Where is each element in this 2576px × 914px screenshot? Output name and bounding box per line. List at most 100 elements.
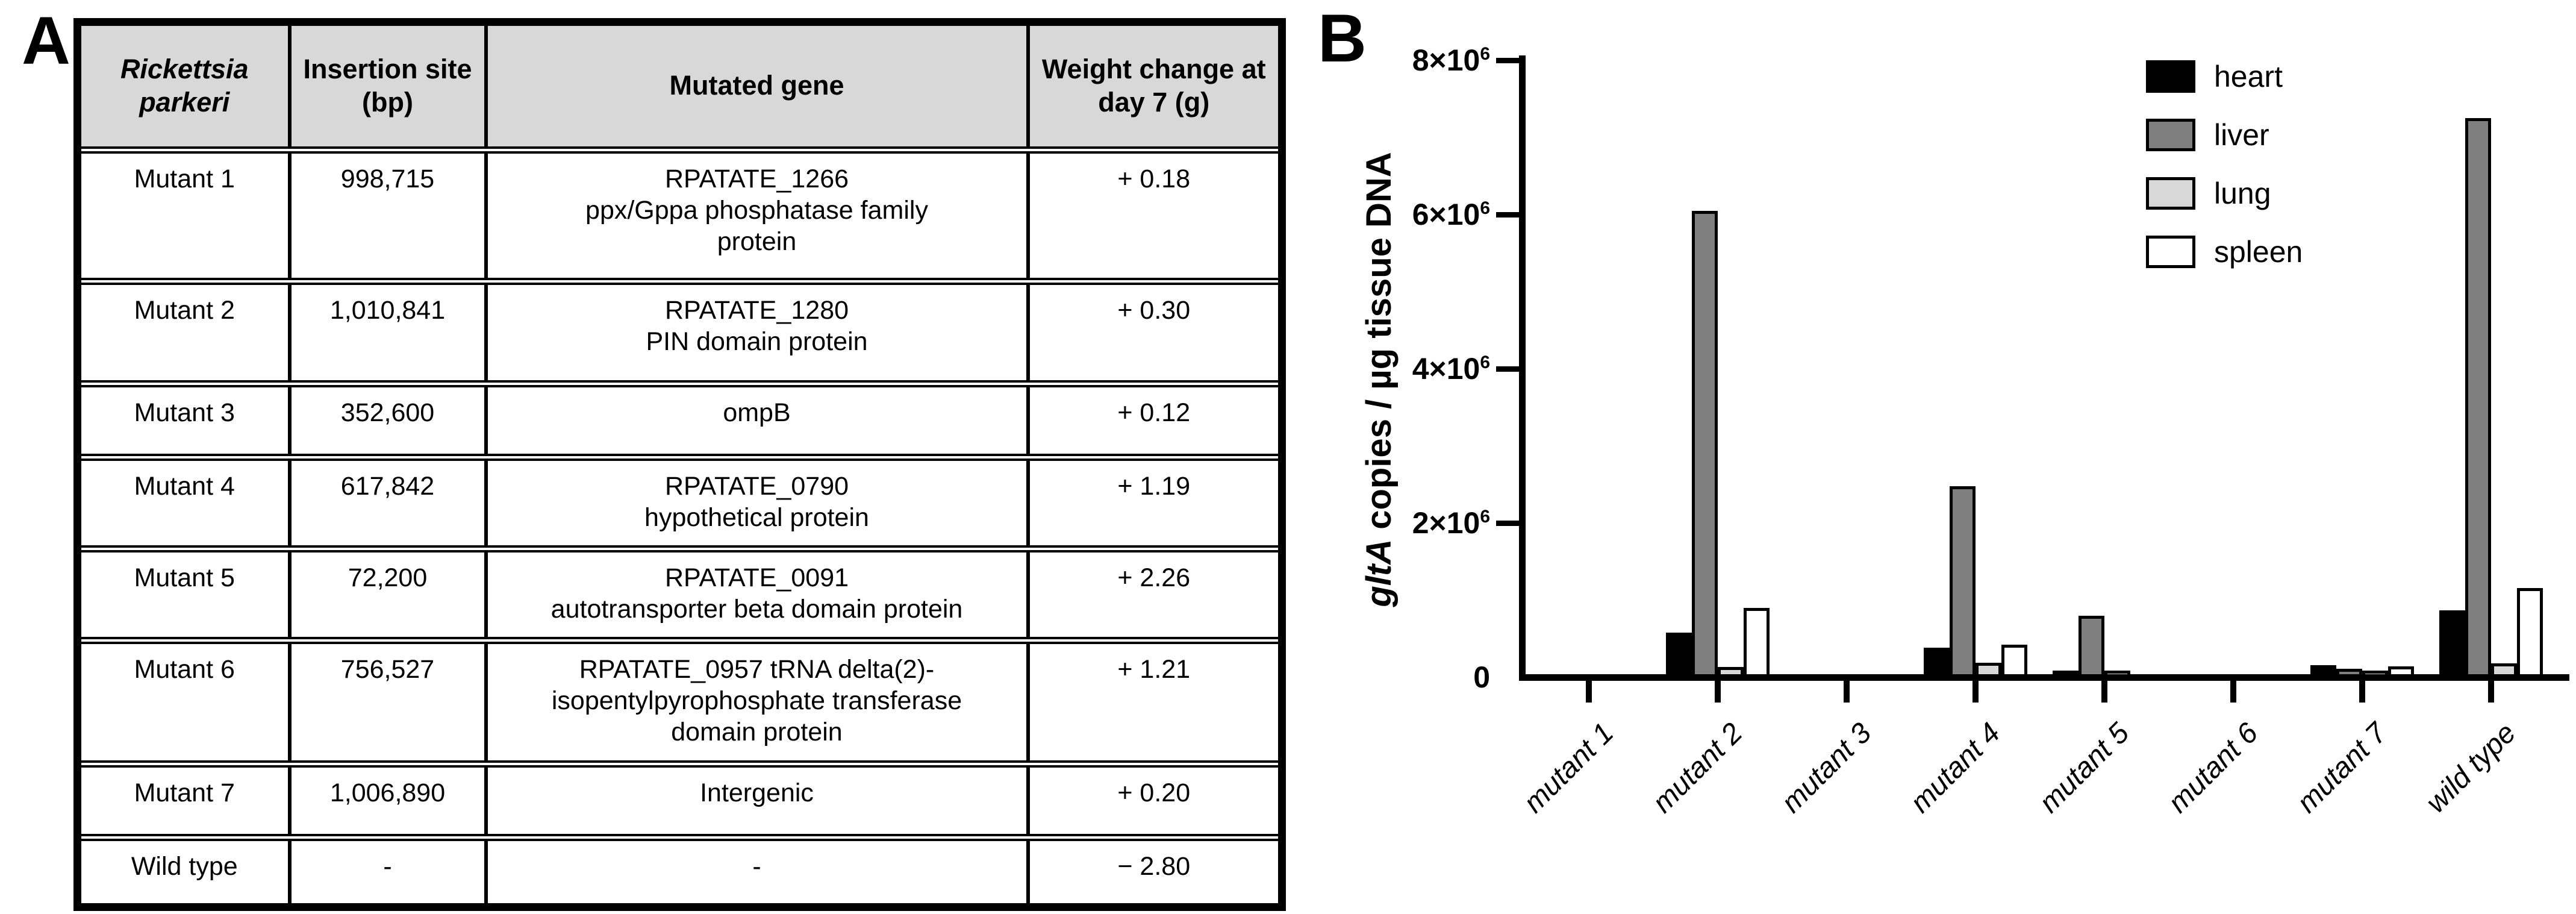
gene-line: Intergenic	[700, 778, 814, 807]
gene-line: domain protein	[671, 718, 843, 747]
gene-line: PIN domain protein	[646, 327, 868, 356]
cell-strain: Mutant 7	[75, 760, 292, 841]
gene-line: RPATATE_0790	[664, 471, 849, 501]
legend-label-lung: lung	[2214, 177, 2271, 210]
x-tick-mark	[2230, 681, 2236, 703]
bar-liver-mutant-5	[2079, 616, 2104, 681]
cell-mutated-gene: ompB	[484, 380, 1030, 461]
mutant-table-header: Rickettsia parkeri Insertion site (bp) M…	[75, 18, 1284, 154]
cell-mutated-gene: RPATATE_0091 autotransporter beta domain …	[484, 545, 1030, 644]
gene-line: isopentylpyrophosphate transferase	[551, 686, 962, 715]
x-category-label-mutant-6: mutant 6	[2162, 716, 2265, 819]
cell-mutated-gene: Intergenic	[484, 760, 1030, 841]
cell-strain: Mutant 5	[75, 545, 292, 644]
y-axis-title-gene: gltA	[1359, 539, 1399, 607]
y-tick-mark	[1496, 58, 1519, 63]
cell-insertion-site: -	[287, 833, 488, 911]
x-category-label-mutant-2: mutant 2	[1646, 716, 1749, 819]
x-axis-line	[1519, 674, 2569, 681]
header-weight-change: Weight change at day 7 (g)	[1026, 18, 1284, 154]
cell-insertion-site: 352,600	[287, 380, 488, 461]
y-tick-label: 0	[1333, 659, 1490, 695]
panel-a-label: A	[22, 3, 70, 78]
bar-liver-mutant-4	[1950, 486, 1976, 681]
legend-swatch-heart	[2146, 60, 2195, 93]
table-row: Mutant 4 617,842 RPATATE_0790 hypothetical …	[75, 453, 1284, 552]
cell-mutated-gene: RPATATE_1280 PIN domain protein	[484, 277, 1030, 387]
table-row: Mutant 1 998,715 RPATATE_1266 ppx/Gppa phos…	[75, 146, 1284, 285]
gene-line: RPATATE_1280	[664, 295, 849, 325]
gene-line: hypothetical protein	[644, 502, 869, 532]
x-category-label-mutant-7: mutant 7	[2291, 716, 2394, 819]
cell-strain: Wild type	[75, 833, 292, 911]
y-tick-label-exponent: 6	[1480, 352, 1490, 372]
y-tick-label: 6×106	[1333, 196, 1490, 233]
y-tick-mark	[1496, 521, 1519, 526]
legend-label-heart: heart	[2214, 60, 2283, 93]
x-tick-mark	[1586, 681, 1592, 703]
cell-insertion-site: 1,010,841	[287, 277, 488, 387]
table-row: Wild type - - − 2.80	[75, 833, 1284, 911]
cell-insertion-site: 72,200	[287, 545, 488, 644]
gene-line: RPATATE_0957 tRNA delta(2)-	[579, 654, 935, 684]
x-tick-mark	[2359, 681, 2365, 703]
x-tick-mark	[1715, 681, 1721, 703]
bar-spleen-wild-type	[2517, 588, 2543, 681]
y-tick-label-base: 8×10	[1412, 43, 1480, 77]
cell-mutated-gene: RPATATE_0790 hypothetical protein	[484, 453, 1030, 552]
gene-line: protein	[717, 227, 797, 257]
cell-weight-change: + 0.12	[1026, 380, 1284, 461]
cell-strain: Mutant 4	[75, 453, 292, 552]
header-mutated-gene: Mutated gene	[484, 18, 1030, 154]
y-tick-mark	[1496, 366, 1519, 372]
x-category-label-mutant-4: mutant 4	[1904, 716, 2007, 819]
table-row: Mutant 7 1,006,890 Intergenic + 0.20	[75, 760, 1284, 841]
gene-line: ppx/Gppa phosphatase family	[585, 195, 928, 225]
x-category-label-mutant-1: mutant 1	[1517, 716, 1620, 819]
bar-liver-wild-type	[2465, 118, 2491, 681]
y-tick-mark	[1496, 212, 1519, 218]
bar-liver-mutant-2	[1692, 211, 1718, 681]
header-insertion-site: Insertion site (bp)	[287, 18, 488, 154]
y-tick-label-base: 2×10	[1412, 506, 1480, 540]
legend-label-spleen: spleen	[2214, 235, 2303, 269]
y-tick-label-exponent: 6	[1480, 198, 1490, 218]
y-tick-label-exponent: 6	[1480, 507, 1490, 527]
bar-spleen-mutant-2	[1744, 608, 1770, 681]
gene-line: RPATATE_1266	[664, 164, 849, 193]
x-tick-mark	[1973, 681, 1979, 703]
cell-strain: Mutant 2	[75, 277, 292, 387]
x-tick-mark	[2488, 681, 2494, 703]
gene-line: -	[752, 851, 761, 881]
x-tick-mark	[2101, 681, 2107, 703]
cell-weight-change: + 0.18	[1026, 146, 1284, 285]
legend-label-liver: liver	[2214, 118, 2269, 152]
x-category-label-mutant-5: mutant 5	[2033, 716, 2136, 819]
gene-line: autotransporter beta domain protein	[550, 594, 963, 624]
cell-mutated-gene: RPATATE_0957 tRNA delta(2)- isopentylpyro…	[484, 636, 1030, 768]
gene-line: ompB	[723, 398, 791, 427]
x-category-label-wild-type: wild type	[2419, 716, 2522, 819]
y-tick-label-exponent: 6	[1480, 44, 1490, 64]
cell-insertion-site: 756,527	[287, 636, 488, 768]
cell-weight-change: + 0.30	[1026, 277, 1284, 387]
bar-heart-wild-type	[2439, 610, 2465, 681]
y-tick-label-base: 0	[1473, 660, 1490, 694]
table-row: Mutant 2 1,010,841 RPATATE_1280 PIN domain …	[75, 277, 1284, 387]
mutant-table: Rickettsia parkeri Insertion site (bp) M…	[73, 18, 1286, 911]
cell-weight-change: + 1.21	[1026, 636, 1284, 768]
panel-b-label: B	[1318, 1, 1367, 76]
x-category-label-mutant-3: mutant 3	[1775, 716, 1878, 819]
cell-insertion-site: 1,006,890	[287, 760, 488, 841]
cell-strain: Mutant 6	[75, 636, 292, 768]
cell-strain: Mutant 3	[75, 380, 292, 461]
legend-swatch-lung	[2146, 177, 2195, 210]
y-tick-label: 2×106	[1333, 505, 1490, 541]
table-row: Mutant 5 72,200 RPATATE_0091 autotransporte…	[75, 545, 1284, 644]
table-row: Mutant 3 352,600 ompB + 0.12	[75, 380, 1284, 461]
legend-swatch-spleen	[2146, 236, 2195, 268]
cell-mutated-gene: -	[484, 833, 1030, 911]
y-tick-label: 8×106	[1333, 42, 1490, 78]
table-row: Mutant 6 756,527 RPATATE_0957 tRNA delta(2…	[75, 636, 1284, 768]
